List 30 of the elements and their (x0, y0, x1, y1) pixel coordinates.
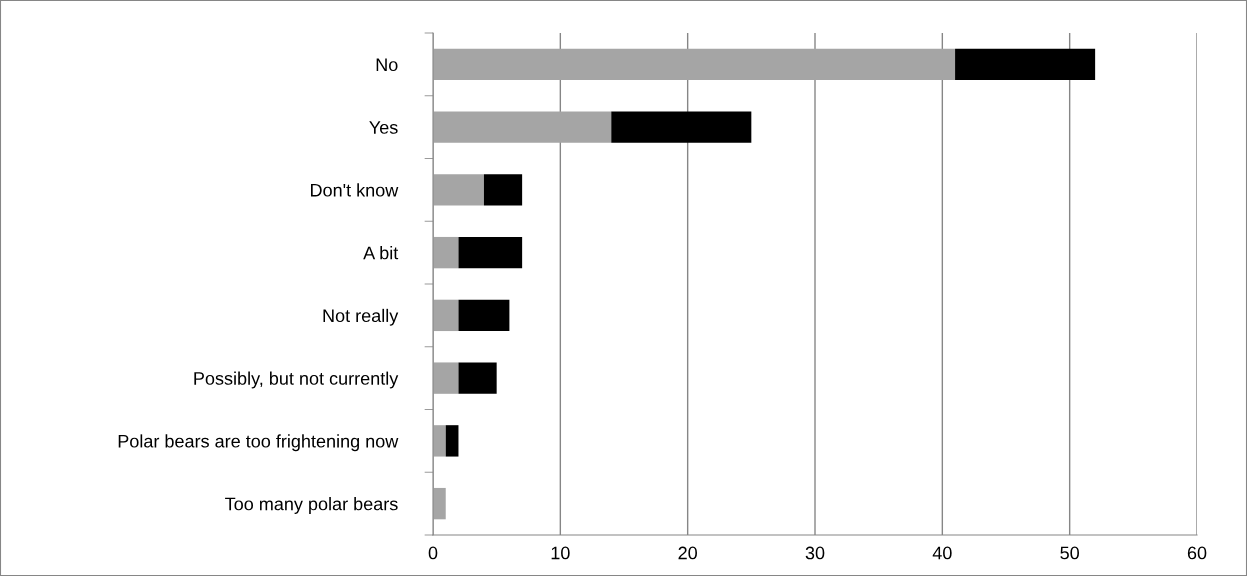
bar (433, 174, 484, 206)
y-tick-label: Not really (323, 308, 399, 326)
bar (445, 425, 459, 457)
bar (433, 48, 956, 81)
y-tick-label: No (376, 58, 398, 72)
bar (458, 299, 510, 332)
y-tick-label: Yes (369, 121, 398, 134)
x-tick-label: 20 (678, 546, 697, 560)
bar (955, 48, 1096, 81)
bar (458, 362, 497, 394)
bar (483, 174, 523, 206)
y-tick-label: Too many polar bears (225, 497, 398, 514)
y-tick-label: Don't know (311, 183, 399, 197)
x-tick-label: 30 (805, 546, 825, 560)
bar (458, 236, 523, 269)
x-tick-label: 10 (551, 546, 570, 560)
y-tick-label: Possibly, but not currently (194, 371, 399, 389)
bar (433, 111, 612, 143)
x-tick-label: 50 (1060, 546, 1079, 560)
y-tick-label: A bit (363, 246, 399, 260)
bar (611, 111, 752, 143)
bar (433, 299, 459, 332)
bar (433, 487, 446, 520)
bar (433, 425, 446, 457)
bar (433, 362, 459, 394)
bar (433, 236, 459, 269)
x-tick-label: 0 (428, 546, 438, 560)
x-tick-label: 60 (1187, 546, 1207, 560)
y-tick-label: Polar bears are too frightening now (118, 434, 399, 452)
x-tick-label: 40 (932, 546, 952, 560)
